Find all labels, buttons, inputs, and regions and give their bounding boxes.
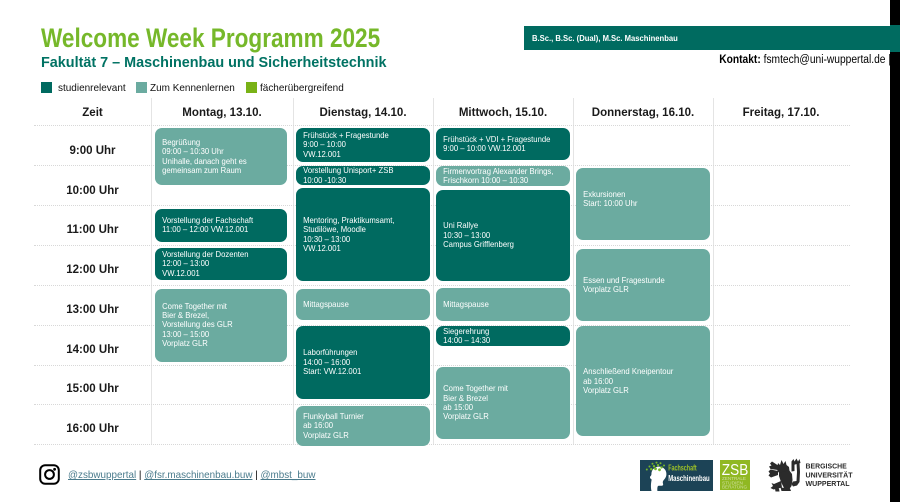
svg-text:BERGISCHE: BERGISCHE — [805, 461, 846, 470]
svg-text:ZSB: ZSB — [722, 462, 749, 479]
svg-text:UNIVERSITÄT: UNIVERSITÄT — [805, 470, 853, 479]
svg-text:WUPPERTAL: WUPPERTAL — [805, 479, 850, 488]
svg-text:ZENTRALE: ZENTRALE — [722, 476, 746, 481]
svg-text:BERATUNG: BERATUNG — [722, 484, 747, 489]
svg-text:Fachschaft: Fachschaft — [668, 463, 697, 472]
svg-text:STUDIEN: STUDIEN — [722, 480, 743, 485]
svg-text:Maschinenbau: Maschinenbau — [668, 474, 710, 483]
